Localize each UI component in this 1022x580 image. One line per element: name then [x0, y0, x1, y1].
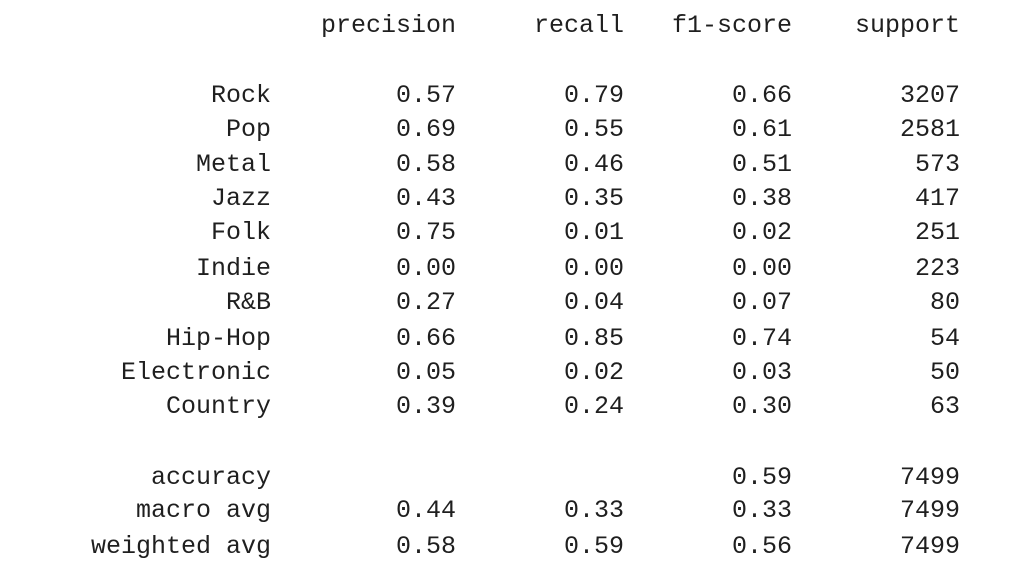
support-value: 223: [914, 254, 960, 283]
precision-value: 0.58: [395, 532, 456, 561]
precision-value: 0.44: [395, 496, 456, 525]
support-value: 7499: [899, 496, 960, 525]
recall-value: 0.46: [563, 150, 624, 179]
f1-score-value: 0.59: [731, 463, 792, 492]
class-row-rock: Rock 0.57 0.79 0.66 3207: [0, 80, 1022, 112]
summary-label: accuracy: [150, 463, 271, 492]
class-row-country: Country 0.39 0.24 0.30 63: [0, 391, 1022, 423]
f1-score-value: 0.33: [731, 496, 792, 525]
f1-score-header: f1-score: [671, 11, 792, 40]
class-label: Rock: [210, 81, 271, 110]
precision-value: 0.00: [395, 254, 456, 283]
class-label: Country: [165, 392, 271, 421]
support-value: 63: [929, 392, 960, 421]
recall-value: 0.55: [563, 115, 624, 144]
f1-score-value: 0.51: [731, 150, 792, 179]
precision-value: 0.43: [395, 184, 456, 213]
recall-value: 0.85: [563, 324, 624, 353]
support-value: 7499: [899, 463, 960, 492]
class-row-electronic: Electronic 0.05 0.02 0.03 50: [0, 357, 1022, 389]
support-value: 80: [929, 288, 960, 317]
class-label: Pop: [225, 115, 271, 144]
class-label: Indie: [195, 254, 271, 283]
precision-header: precision: [320, 11, 456, 40]
recall-value: 0.79: [563, 81, 624, 110]
summary-row-weighted-avg: weighted avg 0.58 0.59 0.56 7499: [0, 531, 1022, 563]
f1-score-value: 0.00: [731, 254, 792, 283]
support-value: 54: [929, 324, 960, 353]
f1-score-value: 0.74: [731, 324, 792, 353]
f1-score-value: 0.02: [731, 218, 792, 247]
precision-value: 0.75: [395, 218, 456, 247]
support-value: 3207: [899, 81, 960, 110]
recall-value: 0.02: [563, 358, 624, 387]
precision-value: 0.05: [395, 358, 456, 387]
precision-value: 0.58: [395, 150, 456, 179]
recall-header: recall: [533, 11, 624, 40]
f1-score-value: 0.56: [731, 532, 792, 561]
f1-score-value: 0.66: [731, 81, 792, 110]
f1-score-value: 0.30: [731, 392, 792, 421]
summary-row-macro-avg: macro avg 0.44 0.33 0.33 7499: [0, 495, 1022, 527]
class-label: Folk: [210, 218, 271, 247]
recall-value: 0.00: [563, 254, 624, 283]
summary-label: macro avg: [135, 496, 271, 525]
summary-row-accuracy: accuracy 0.59 7499: [0, 462, 1022, 494]
support-header: support: [854, 11, 960, 40]
precision-value: 0.39: [395, 392, 456, 421]
support-value: 251: [914, 218, 960, 247]
summary-label: weighted avg: [90, 532, 271, 561]
class-row-pop: Pop 0.69 0.55 0.61 2581: [0, 114, 1022, 146]
class-label: Metal: [195, 150, 271, 179]
recall-value: 0.59: [563, 532, 624, 561]
recall-value: 0.33: [563, 496, 624, 525]
precision-value: 0.57: [395, 81, 456, 110]
f1-score-value: 0.07: [731, 288, 792, 317]
recall-value: 0.01: [563, 218, 624, 247]
support-value: 7499: [899, 532, 960, 561]
support-value: 2581: [899, 115, 960, 144]
recall-value: 0.24: [563, 392, 624, 421]
f1-score-value: 0.38: [731, 184, 792, 213]
recall-value: 0.04: [563, 288, 624, 317]
f1-score-value: 0.61: [731, 115, 792, 144]
class-row-rnb: R&B 0.27 0.04 0.07 80: [0, 287, 1022, 319]
precision-value: 0.27: [395, 288, 456, 317]
f1-score-value: 0.03: [731, 358, 792, 387]
support-value: 417: [914, 184, 960, 213]
recall-value: 0.35: [563, 184, 624, 213]
class-row-folk: Folk 0.75 0.01 0.02 251: [0, 217, 1022, 249]
class-row-metal: Metal 0.58 0.46 0.51 573: [0, 149, 1022, 181]
class-row-hip-hop: Hip-Hop 0.66 0.85 0.74 54: [0, 323, 1022, 355]
class-label: Hip-Hop: [165, 324, 271, 353]
class-label: Electronic: [120, 358, 271, 387]
class-row-indie: Indie 0.00 0.00 0.00 223: [0, 253, 1022, 285]
class-row-jazz: Jazz 0.43 0.35 0.38 417: [0, 183, 1022, 215]
support-value: 573: [914, 150, 960, 179]
precision-value: 0.66: [395, 324, 456, 353]
precision-value: 0.69: [395, 115, 456, 144]
support-value: 50: [929, 358, 960, 387]
class-label: Jazz: [210, 184, 271, 213]
header-row: precision recall f1-score support: [0, 10, 1022, 42]
class-label: R&B: [225, 288, 271, 317]
